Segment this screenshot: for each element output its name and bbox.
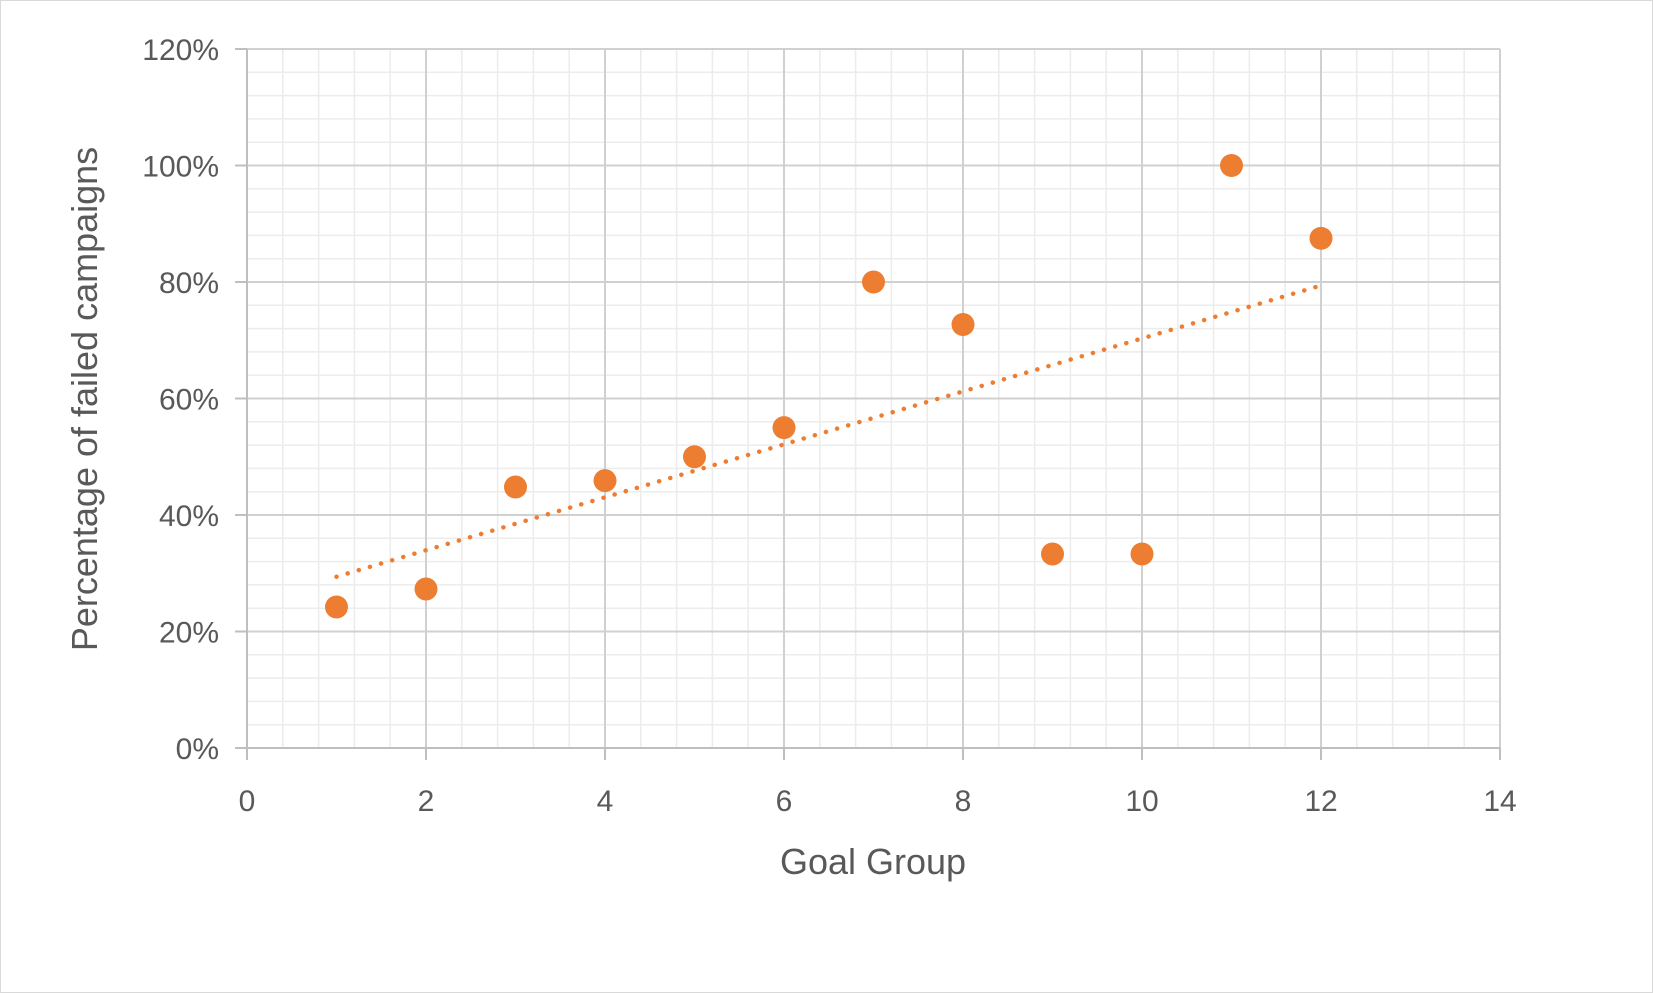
x-tick-label: 10 — [1125, 785, 1158, 818]
data-point — [683, 445, 706, 469]
x-axis-title: Goal Group — [780, 841, 966, 882]
x-tick-label: 4 — [597, 785, 614, 818]
x-tick-label: 12 — [1304, 785, 1337, 818]
data-point — [1041, 542, 1064, 566]
data-point — [772, 416, 796, 440]
axes — [235, 48, 1501, 760]
major-grid — [246, 48, 1501, 749]
y-tick-label: 100% — [142, 151, 219, 184]
y-tick-label: 0% — [176, 733, 219, 766]
x-tick-labels: 0 2 4 6 8 10 12 14 — [239, 785, 1517, 818]
data-points — [325, 154, 1333, 619]
x-tick-label: 6 — [776, 785, 793, 818]
y-tick-label: 120% — [142, 34, 219, 67]
data-point — [1309, 226, 1333, 250]
x-tick-label: 14 — [1483, 785, 1516, 818]
y-tick-label: 60% — [159, 384, 219, 417]
data-point — [504, 475, 527, 499]
y-tick-label: 20% — [159, 617, 219, 650]
data-point — [862, 270, 885, 294]
x-tick-label: 2 — [418, 785, 435, 818]
data-point — [593, 469, 617, 493]
y-axis-title: Percentage of failed campaigns — [64, 147, 105, 651]
data-point — [325, 595, 348, 619]
data-point — [1220, 154, 1243, 177]
data-point — [414, 577, 438, 601]
y-tick-label: 80% — [159, 267, 219, 300]
x-tick-label: 8 — [955, 785, 972, 818]
data-point — [1130, 542, 1154, 566]
data-point — [951, 313, 975, 337]
x-tick-label: 0 — [239, 785, 256, 818]
y-tick-labels: 0% 20% 40% 60% 80% 100% 120% — [142, 34, 219, 766]
y-tick-label: 40% — [159, 500, 219, 533]
